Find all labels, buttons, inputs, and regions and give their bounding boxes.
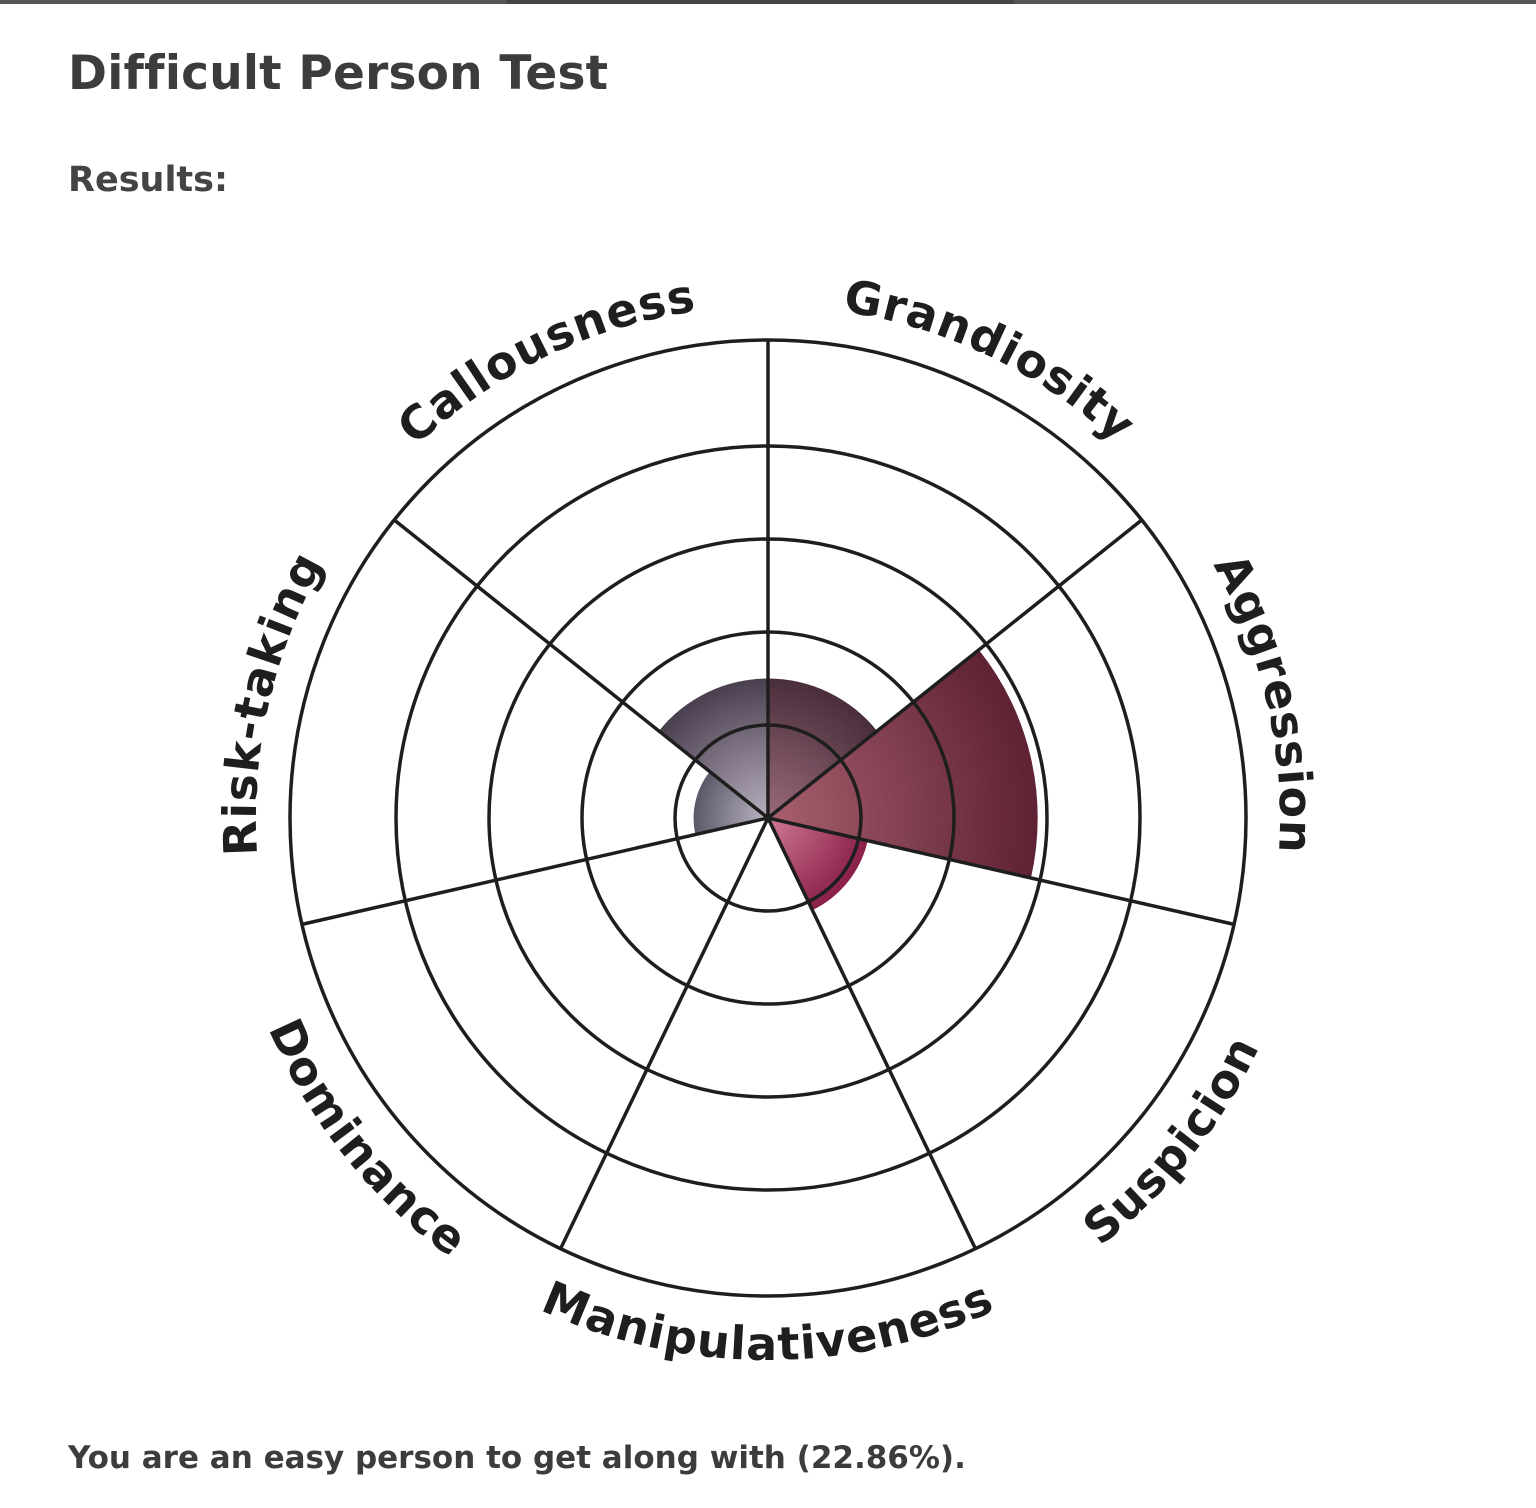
spoke-4: [559, 817, 770, 1250]
top-rule: [0, 0, 1536, 4]
axis-label-aggression: Aggression: [1203, 545, 1323, 855]
results-chart: Grandiosity Aggression Suspicion Manipulati…: [213, 268, 1323, 1371]
result-summary: You are an easy person to get along with…: [68, 1440, 966, 1476]
wedge-aggression: [768, 649, 1038, 879]
axis-label-callousness: Callousness: [387, 268, 699, 454]
wedge-suspicion: [768, 818, 868, 911]
spoke-3: [766, 817, 977, 1250]
wedge-grandiosity: [768, 678, 878, 818]
wedge-risk-taking: [693, 771, 768, 835]
spoke-1: [766, 518, 1143, 820]
axis-label-dominance: Dominance: [258, 1010, 478, 1267]
spoke-6: [393, 518, 770, 820]
wedge-callousness: [658, 678, 768, 818]
axis-label-risk-taking: Risk-taking: [213, 543, 334, 857]
spoke-2: [767, 816, 1235, 927]
polar-chart: Grandiosity Aggression Suspicion Manipulati…: [213, 268, 1323, 1371]
axis-label-manipulativeness: Manipulativeness: [535, 1270, 1001, 1371]
results-label: Results:: [68, 160, 228, 200]
axis-label-suspicion: Suspicion: [1073, 1027, 1270, 1255]
axis-label-grandiosity: Grandiosity: [840, 269, 1146, 453]
page-title: Difficult Person Test: [68, 46, 609, 101]
spoke-5: [301, 816, 769, 927]
